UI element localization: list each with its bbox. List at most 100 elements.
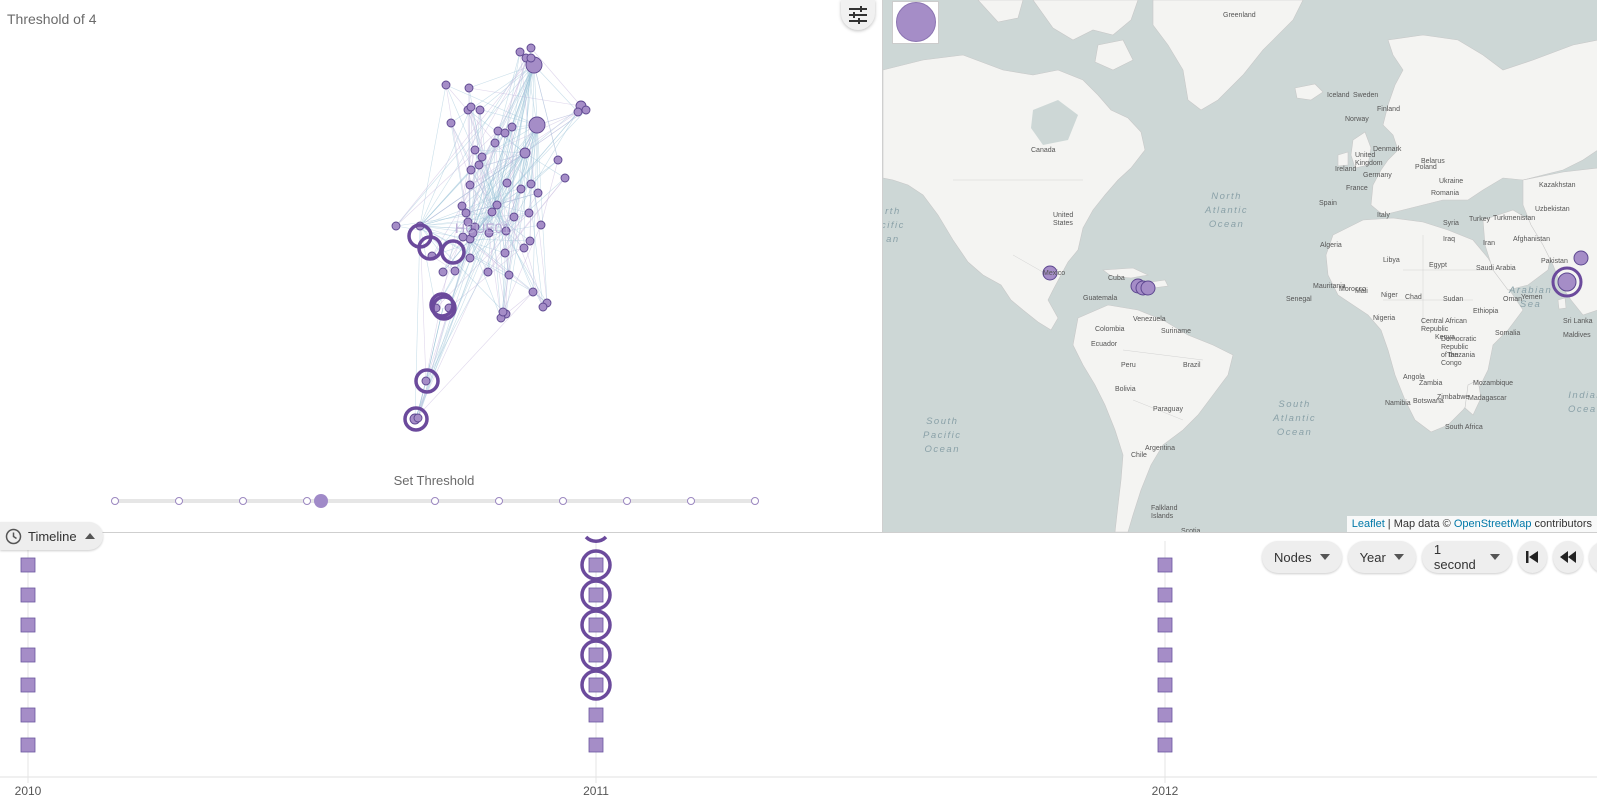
- network-node[interactable]: [533, 188, 543, 198]
- timeline-node[interactable]: [588, 737, 604, 753]
- timeline-node[interactable]: [20, 677, 36, 693]
- timeline-node[interactable]: [20, 707, 36, 723]
- year-dropdown[interactable]: Year: [1347, 541, 1416, 573]
- timeline-highlight-ring[interactable]: [580, 549, 612, 581]
- network-node[interactable]: [501, 226, 511, 236]
- network-node[interactable]: [464, 83, 474, 93]
- network-node[interactable]: [519, 147, 531, 159]
- threshold-slider-tick[interactable]: [111, 497, 119, 505]
- map-panel[interactable]: North Atlantic Ocean South Pacific Ocean S…: [882, 0, 1597, 532]
- network-node[interactable]: [475, 105, 485, 115]
- network-node[interactable]: [461, 208, 471, 218]
- settings-button[interactable]: [841, 0, 875, 30]
- network-node[interactable]: [500, 128, 510, 138]
- timeline-highlight-ring[interactable]: [580, 579, 612, 611]
- network-node[interactable]: [466, 102, 476, 112]
- network-node[interactable]: [498, 307, 508, 317]
- network-node[interactable]: [458, 232, 468, 242]
- network-node[interactable]: [441, 80, 451, 90]
- network-node[interactable]: [413, 413, 423, 423]
- highlighted-node-ring[interactable]: [414, 368, 440, 394]
- timeline-chart[interactable]: [0, 533, 1597, 805]
- threshold-slider-tick[interactable]: [559, 497, 567, 505]
- map-node-marker[interactable]: [1140, 280, 1156, 296]
- threshold-slider-thumb[interactable]: [314, 494, 328, 508]
- highlighted-node-ring[interactable]: [431, 295, 457, 321]
- timeline-node[interactable]: [20, 587, 36, 603]
- timeline-node[interactable]: [588, 647, 604, 663]
- timeline-node[interactable]: [1157, 737, 1173, 753]
- openstreetmap-link[interactable]: OpenStreetMap: [1453, 518, 1532, 530]
- network-node[interactable]: [509, 212, 519, 222]
- network-node[interactable]: [536, 220, 546, 230]
- nodes-dropdown[interactable]: Nodes: [1262, 541, 1342, 573]
- play-button[interactable]: [1589, 541, 1597, 573]
- highlighted-node-ring[interactable]: [403, 406, 429, 432]
- network-node[interactable]: [470, 145, 480, 155]
- timeline-toggle[interactable]: Timeline: [0, 522, 103, 550]
- network-node[interactable]: [490, 138, 500, 148]
- threshold-slider-tick[interactable]: [495, 497, 503, 505]
- network-node[interactable]: [538, 302, 548, 312]
- network-node[interactable]: [560, 173, 570, 183]
- network-node[interactable]: [515, 47, 525, 57]
- timeline-node[interactable]: [588, 617, 604, 633]
- world-map[interactable]: [883, 0, 1597, 532]
- timeline-highlight-ring[interactable]: [580, 669, 612, 701]
- timeline-node[interactable]: [20, 557, 36, 573]
- network-node[interactable]: [507, 122, 517, 132]
- network-node[interactable]: [474, 160, 484, 170]
- network-node[interactable]: [421, 376, 431, 386]
- network-node[interactable]: [457, 201, 467, 211]
- network-node[interactable]: [465, 253, 475, 263]
- threshold-slider-tick[interactable]: [303, 497, 311, 505]
- network-node[interactable]: [553, 155, 563, 165]
- network-node[interactable]: [528, 116, 546, 134]
- network-node[interactable]: [466, 165, 476, 175]
- threshold-slider-tick[interactable]: [751, 497, 759, 505]
- network-node[interactable]: [487, 207, 497, 217]
- timeline-highlight-ring[interactable]: [580, 639, 612, 671]
- map-node-marker[interactable]: [1573, 250, 1589, 266]
- network-node[interactable]: [492, 200, 502, 210]
- timeline-node[interactable]: [20, 617, 36, 633]
- threshold-slider-tick[interactable]: [175, 497, 183, 505]
- speed-dropdown[interactable]: 1 second: [1421, 541, 1512, 573]
- timeline-highlight-ring[interactable]: [580, 609, 612, 641]
- network-node[interactable]: [526, 43, 536, 53]
- network-node[interactable]: [525, 236, 535, 246]
- network-node[interactable]: [581, 105, 591, 115]
- rewind-button[interactable]: [1553, 541, 1584, 573]
- timeline-node[interactable]: [588, 707, 604, 723]
- timeline-node[interactable]: [588, 677, 604, 693]
- network-node[interactable]: [468, 228, 478, 238]
- network-node[interactable]: [528, 287, 538, 297]
- network-graph[interactable]: HCUE01: [0, 0, 868, 530]
- network-node[interactable]: [502, 178, 512, 188]
- network-node[interactable]: [524, 208, 534, 218]
- timeline-node[interactable]: [1157, 707, 1173, 723]
- network-node[interactable]: [477, 152, 487, 162]
- leaflet-link[interactable]: Leaflet: [1351, 518, 1385, 530]
- timeline-node[interactable]: [1157, 557, 1173, 573]
- timeline-node[interactable]: [588, 557, 604, 573]
- timeline-node[interactable]: [1157, 617, 1173, 633]
- threshold-slider-tick[interactable]: [623, 497, 631, 505]
- skip-to-start-button[interactable]: [1517, 541, 1548, 573]
- threshold-slider-tick[interactable]: [687, 497, 695, 505]
- network-node[interactable]: [438, 267, 448, 277]
- network-node[interactable]: [391, 221, 401, 231]
- map-node-marker[interactable]: [1042, 265, 1058, 281]
- network-node[interactable]: [526, 179, 536, 189]
- network-node[interactable]: [483, 267, 493, 277]
- highlighted-node-ring[interactable]: [440, 239, 466, 265]
- network-node[interactable]: [463, 217, 473, 227]
- network-node[interactable]: [504, 270, 514, 280]
- map-node-marker[interactable]: [1557, 272, 1577, 292]
- timeline-node[interactable]: [1157, 677, 1173, 693]
- network-node[interactable]: [526, 53, 536, 63]
- network-node[interactable]: [465, 180, 475, 190]
- timeline-node[interactable]: [1157, 647, 1173, 663]
- network-node[interactable]: [450, 266, 460, 276]
- network-node[interactable]: [516, 184, 526, 194]
